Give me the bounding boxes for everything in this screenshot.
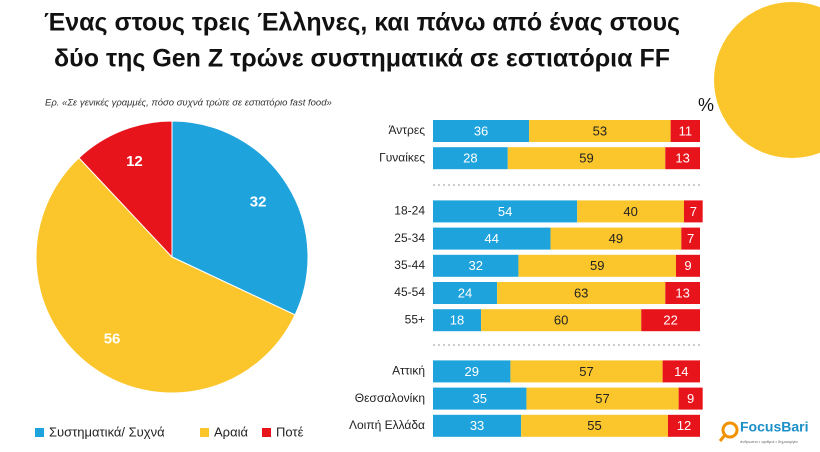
bar-segment — [433, 227, 551, 250]
bar-segment — [433, 200, 578, 223]
slice-label: 56 — [104, 330, 121, 347]
row-label: Λοιπή Ελλάδα — [349, 418, 425, 432]
value-label: 59 — [590, 258, 604, 273]
value-label: 28 — [463, 151, 477, 166]
bar-segment — [678, 387, 703, 410]
value-label: 60 — [554, 313, 568, 328]
value-label: 63 — [574, 285, 588, 300]
bar-segment — [510, 360, 663, 383]
bar-segment — [550, 227, 682, 250]
value-label: 59 — [579, 151, 593, 166]
value-label: 18 — [450, 313, 464, 328]
bar-segment — [481, 309, 642, 332]
value-label: 22 — [663, 313, 677, 328]
row-label: 35-44 — [394, 258, 425, 272]
bar-segment — [518, 254, 676, 277]
row-label: Θεσσαλονίκη — [355, 391, 425, 405]
bar-segment — [433, 387, 527, 410]
bar-segment — [433, 414, 522, 437]
bar-segment — [433, 120, 530, 142]
slice-label: 12 — [126, 153, 143, 170]
bar-segment — [577, 200, 684, 223]
bar-segment — [433, 360, 511, 383]
value-label: 13 — [675, 151, 689, 166]
logo-icon — [721, 421, 739, 439]
bar-segment — [641, 309, 700, 332]
bar-segment — [433, 147, 508, 170]
row-label: 55+ — [405, 312, 425, 326]
bar-segment — [683, 200, 703, 223]
legend-label: Αραιά — [214, 424, 248, 439]
legend-swatch — [262, 428, 271, 437]
title-line: Ένας στους τρεις Έλληνες, και πάνω από έ… — [44, 9, 680, 37]
tagline: άνθρωποι • αριθμοί • δημιουργία — [740, 439, 798, 444]
bar-segment — [675, 254, 700, 277]
row-label: 25-34 — [394, 231, 425, 245]
row-label: 45-54 — [394, 285, 425, 299]
bar-segment — [433, 282, 498, 304]
value-label: 12 — [677, 418, 691, 433]
logo-icon — [718, 434, 727, 442]
value-label: 35 — [472, 391, 486, 406]
value-label: 53 — [593, 123, 607, 138]
value-label: 9 — [687, 391, 694, 406]
value-label: 57 — [579, 364, 593, 379]
bar-segment — [521, 414, 668, 437]
legend-swatch — [35, 428, 44, 437]
value-label: 57 — [595, 391, 609, 406]
pie-slice — [35, 157, 296, 394]
bar-segment — [665, 282, 700, 304]
value-label: 29 — [464, 364, 478, 379]
bar-segment — [507, 147, 666, 170]
legend-label: Συστηματικά/ Συχνά — [49, 424, 165, 439]
row-label: Άντρες — [389, 123, 426, 137]
row-label: Γυναίκες — [379, 150, 425, 164]
value-label: 55 — [587, 418, 601, 433]
row-label: Αττική — [392, 364, 425, 378]
value-label: 14 — [674, 364, 688, 379]
legend-label: Ποτέ — [276, 424, 304, 439]
bar-segment — [497, 282, 666, 304]
value-label: 33 — [470, 418, 484, 433]
value-label: 24 — [458, 285, 472, 300]
bar-segment — [433, 309, 482, 332]
bar-segment — [662, 360, 700, 383]
brand: FocusBari — [740, 419, 808, 435]
value-label: 49 — [609, 231, 623, 246]
value-label: 40 — [623, 204, 637, 219]
pie-slice — [171, 120, 309, 316]
row-label: 18-24 — [394, 204, 425, 218]
value-label: 9 — [684, 258, 691, 273]
value-label: 11 — [679, 123, 693, 138]
bar-segment — [681, 227, 700, 250]
title-line: δύο της Gen Z τρώνε συστηματικά σε εστια… — [54, 45, 670, 73]
logo: FocusBari άνθρωποι • αριθμοί • δημιουργί… — [718, 419, 808, 444]
legend-swatch — [200, 428, 209, 437]
value-label: 36 — [474, 123, 488, 138]
value-label: 7 — [687, 231, 694, 246]
bar-segment — [670, 120, 700, 142]
decor-circle — [714, 2, 820, 158]
value-label: 54 — [498, 204, 512, 219]
unit: % — [698, 95, 714, 115]
value-label: 7 — [690, 204, 697, 219]
bar-segment — [665, 147, 700, 170]
value-label: 32 — [468, 258, 482, 273]
bar-segment — [433, 254, 519, 277]
bar-segment — [526, 387, 679, 410]
slice-label: 32 — [250, 193, 267, 210]
question: Ερ. «Σε γενικές γραμμές, πόσο συχνά τρώτ… — [45, 98, 332, 109]
bar-segment — [667, 414, 700, 437]
pie-slice — [78, 120, 173, 259]
bar-segment — [529, 120, 671, 142]
value-label: 13 — [675, 285, 689, 300]
value-label: 44 — [485, 231, 499, 246]
